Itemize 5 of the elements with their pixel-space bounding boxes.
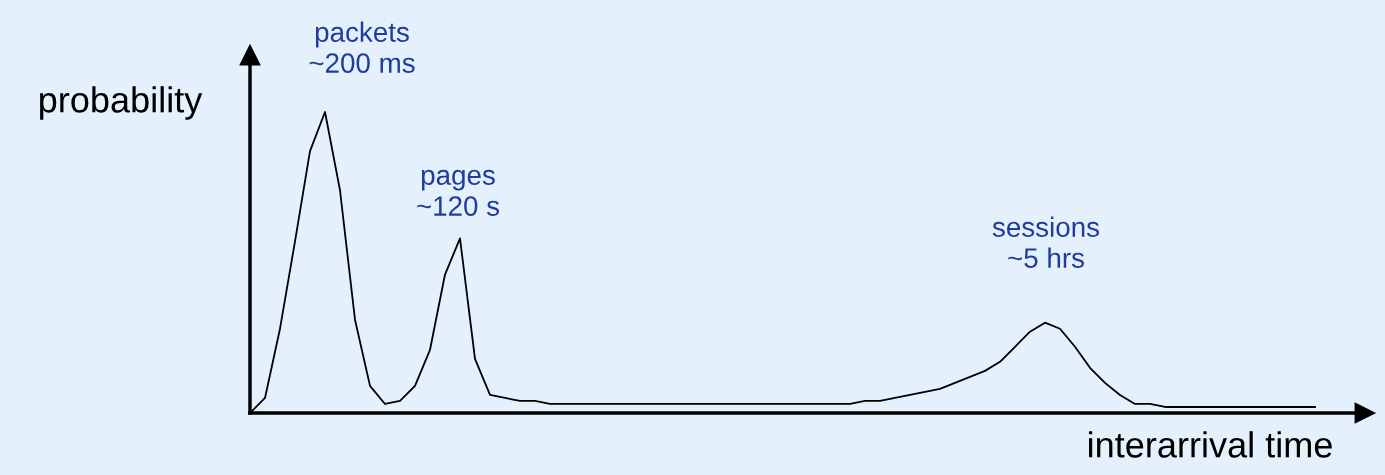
text: packets ~200 ms — [309, 21, 415, 73]
y-axis-title: probability — [40, 86, 203, 120]
annotation: pages ~120 s — [417, 169, 500, 216]
annotation: sessions ~5 hrs — [992, 216, 1100, 268]
x-axis-title: interarrival time — [1089, 431, 1332, 458]
